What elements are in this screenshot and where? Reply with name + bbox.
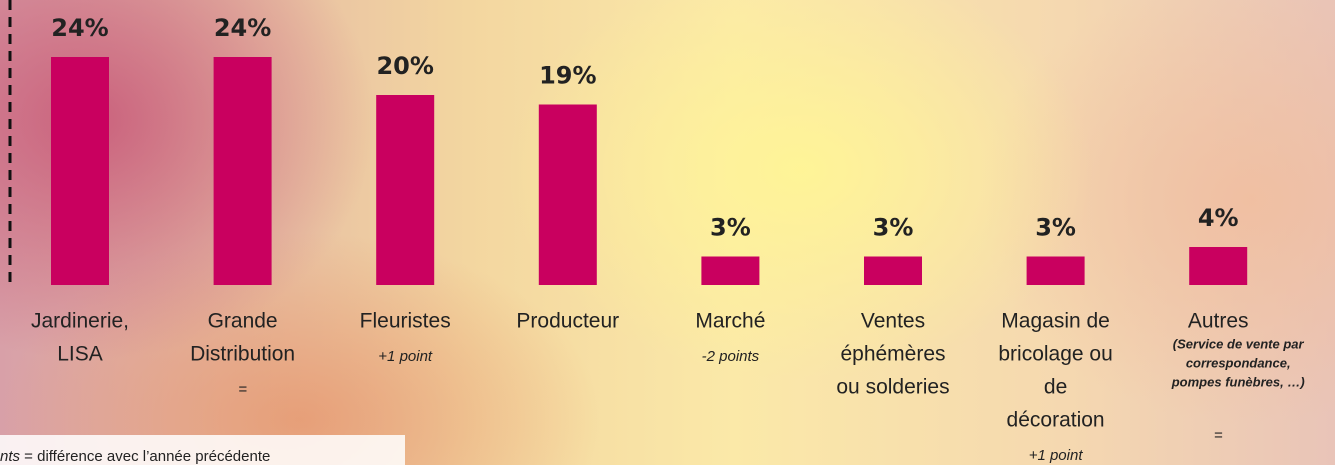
category-label: Marché xyxy=(695,310,765,333)
bar xyxy=(1189,247,1248,285)
category-label: décoration xyxy=(1007,409,1105,432)
category-label: ou solderies xyxy=(836,376,949,399)
bar xyxy=(538,104,597,285)
change-label: -2 points xyxy=(702,348,760,365)
category-label: Distribution xyxy=(190,343,295,366)
change-label: +1 point xyxy=(378,348,433,365)
footnote-term: nts xyxy=(0,448,21,465)
category-label: de xyxy=(1044,376,1067,399)
change-label: = xyxy=(1214,427,1223,444)
value-label: 3% xyxy=(1035,214,1076,242)
footnote: nts = différence avec l’année précédente xyxy=(0,448,270,465)
category-label: Ventes xyxy=(861,310,925,333)
category-label: bricolage ou xyxy=(998,343,1112,366)
change-label: +1 point xyxy=(1029,447,1084,464)
category-label: Jardinerie, xyxy=(31,310,129,333)
value-label: 24% xyxy=(214,14,271,42)
bar xyxy=(864,256,922,285)
category-note: pompes funèbres, …) xyxy=(1171,374,1305,389)
value-label: 24% xyxy=(51,14,108,42)
bar xyxy=(1026,256,1085,285)
value-label: 19% xyxy=(539,62,596,90)
category-label: LISA xyxy=(57,343,103,366)
category-label: Grande xyxy=(208,310,278,333)
footnote-box xyxy=(0,435,405,465)
category-label: Magasin de xyxy=(1001,310,1110,333)
category-label: Producteur xyxy=(516,310,619,333)
bar xyxy=(213,57,272,285)
category-label: éphémères xyxy=(840,343,945,366)
value-label: 4% xyxy=(1198,204,1239,232)
value-label: 20% xyxy=(376,52,433,80)
value-label: 3% xyxy=(710,214,751,242)
bar xyxy=(701,256,760,285)
footnote-text: = différence avec l’année précédente xyxy=(20,448,270,465)
category-label: Fleuristes xyxy=(360,310,451,333)
category-note: correspondance, xyxy=(1186,355,1291,370)
category-note: (Service de vente par xyxy=(1173,336,1305,351)
category-label: Autres xyxy=(1188,310,1249,333)
change-label: = xyxy=(238,381,247,398)
value-label: 3% xyxy=(873,214,914,242)
bar xyxy=(376,95,435,285)
bar xyxy=(51,57,109,285)
